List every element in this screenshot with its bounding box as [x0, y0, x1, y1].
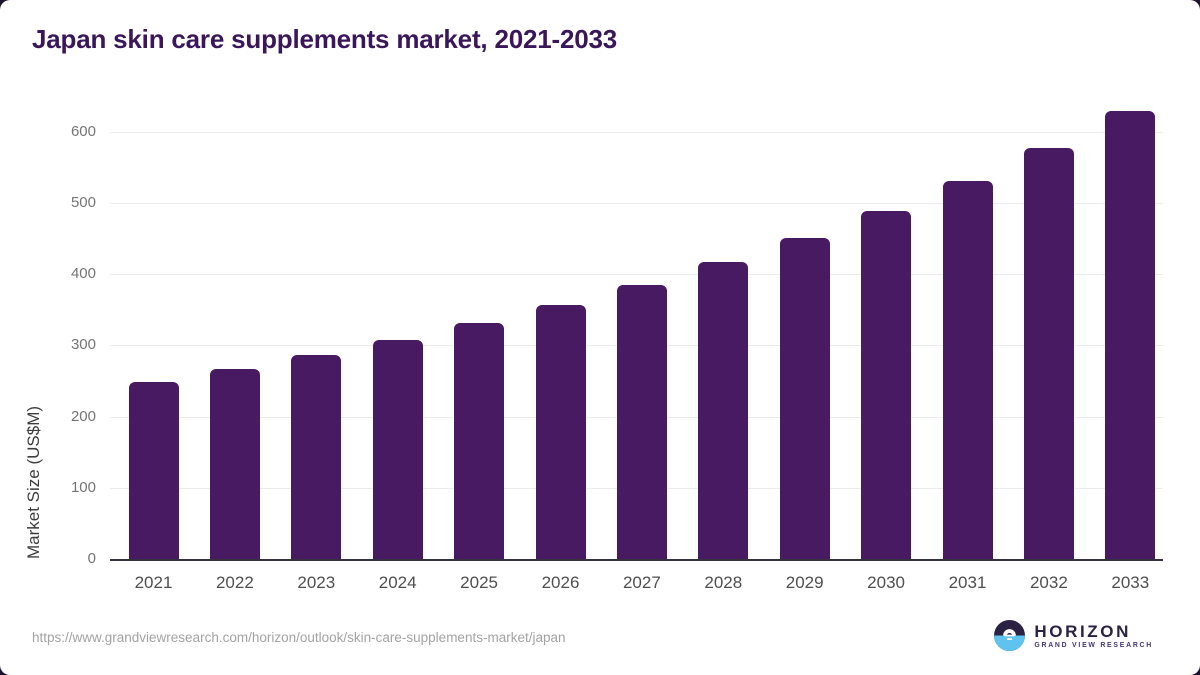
x-tick-label-2028: 2028	[704, 573, 743, 592]
y-tick-label-400: 400	[70, 265, 96, 283]
plot-area: 0 100 200 300 400 500 600 2021 2022 2023 2024 2025…	[71, 96, 1163, 592]
logo-tagline: GRAND VIEW RESEARCH	[1034, 641, 1153, 649]
bar-2022	[209, 368, 260, 559]
logo-brand-name: HORIZON	[1034, 621, 1131, 641]
bar-2028	[698, 261, 749, 559]
chart-title: Japan skin care supplements market, 2021…	[32, 24, 617, 54]
bar-2023	[291, 354, 342, 559]
logo-text: HORIZON GRAND VIEW RESEARCH	[1034, 621, 1153, 649]
bar-2027	[616, 284, 667, 559]
bar-2029	[779, 238, 830, 559]
y-tick-label-300: 300	[70, 336, 96, 354]
x-tick-label-2031: 2031	[948, 573, 987, 592]
x-tick-label-2023: 2023	[297, 573, 336, 592]
y-tick-label-500: 500	[70, 193, 96, 211]
x-tick-label-2032: 2032	[1029, 573, 1068, 592]
source-url: https://www.grandviewresearch.com/horizo…	[32, 630, 566, 645]
bar-2031	[942, 181, 993, 559]
bar-2030	[861, 211, 912, 559]
x-tick-label-2027: 2027	[622, 573, 661, 592]
bar-2026	[535, 304, 586, 559]
x-tick-label-2022: 2022	[215, 573, 254, 592]
bar-2021	[128, 381, 179, 559]
x-tick-label-2024: 2024	[378, 573, 417, 592]
y-tick-label-600: 600	[70, 122, 96, 140]
x-tick-label-2025: 2025	[460, 573, 498, 592]
x-tick-label-2021: 2021	[134, 573, 173, 592]
bar-2025	[454, 323, 505, 559]
x-tick-label-2030: 2030	[867, 573, 905, 592]
brand-logo: HORIZON GRAND VIEW RESEARCH	[994, 620, 1153, 651]
y-tick-label-100: 100	[70, 478, 96, 496]
gridline-600	[110, 131, 1163, 133]
horizon-sun-over-water-icon	[994, 620, 1026, 651]
bar-2024	[372, 339, 423, 559]
bar-2033	[1105, 110, 1156, 559]
y-tick-label-0: 0	[87, 550, 96, 567]
x-tick-label-2033: 2033	[1111, 573, 1150, 592]
gridline-400	[110, 274, 1163, 276]
gridline-500	[110, 202, 1163, 204]
bar-2032	[1023, 148, 1074, 559]
y-tick-label-200: 200	[70, 407, 96, 425]
x-tick-label-2026: 2026	[541, 573, 580, 592]
x-tick-label-2029: 2029	[785, 573, 824, 592]
